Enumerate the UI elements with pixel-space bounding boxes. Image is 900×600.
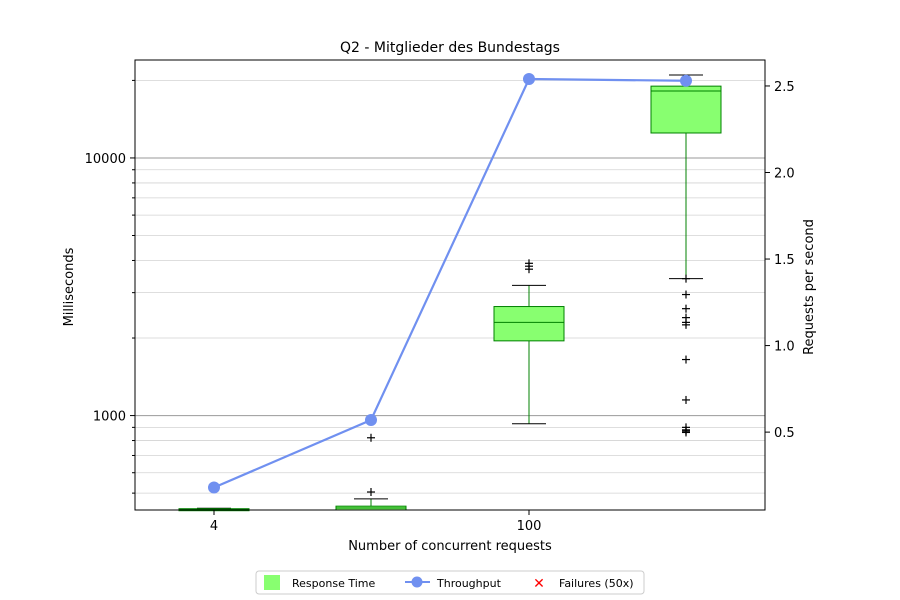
- outlier-marker: [682, 274, 690, 283]
- legend-throughput-marker: [411, 576, 423, 588]
- outlier-marker: [682, 395, 690, 404]
- x-tick-label: 4: [210, 519, 218, 534]
- y-tick-label: 1000: [93, 410, 126, 425]
- throughput-point: [523, 73, 535, 86]
- iqr-box: [650, 85, 722, 134]
- outlier-marker: [525, 259, 533, 268]
- y2-tick-label: 2.0: [774, 167, 795, 182]
- axes: 1000 10000 0.5 1.0 1.5 2.0 2.5 4 100: [85, 79, 795, 534]
- legend-failures-label: Failures (50x): [559, 577, 634, 590]
- grid: [135, 79, 765, 494]
- legend-failures-marker: ✕: [533, 576, 545, 592]
- plot-frame: [134, 59, 766, 511]
- outlier-marker: [682, 428, 690, 437]
- y2-tick-label: 1.5: [774, 253, 795, 268]
- y-tick-label: 10000: [85, 152, 126, 167]
- iqr-box: [493, 306, 565, 342]
- box-plot: [493, 259, 565, 425]
- y2-axis-label: Requests per second: [802, 219, 817, 355]
- outlier-marker: [367, 488, 375, 497]
- legend: Response Time Throughput ✕ Failures (50x…: [255, 570, 645, 595]
- throughput-line: [213, 77, 687, 489]
- x-tick-label: 100: [517, 519, 542, 534]
- outlier-marker: [367, 433, 375, 442]
- legend-response-time-swatch: [264, 575, 280, 590]
- legend-throughput-label: Throughput: [436, 577, 502, 590]
- legend-frame: [255, 570, 645, 595]
- outlier-marker: [682, 320, 690, 329]
- box-plot: [650, 74, 722, 437]
- legend-response-time-label: Response Time: [292, 577, 375, 590]
- chart-title: Q2 - Mitglieder des Bundestags: [340, 40, 560, 56]
- throughput-point: [680, 74, 692, 87]
- outlier-marker: [682, 355, 690, 364]
- throughput-series: [208, 73, 692, 494]
- throughput-point: [365, 414, 377, 426]
- outlier-marker: [682, 304, 690, 313]
- y-axis-label: Milliseconds: [62, 247, 77, 326]
- outlier-marker: [682, 290, 690, 299]
- box-plot: [335, 433, 407, 511]
- x-axis-label: Number of concurrent requests: [348, 539, 552, 554]
- y2-tick-label: 0.5: [774, 426, 795, 441]
- y2-tick-label: 1.0: [774, 340, 795, 355]
- y2-tick-label: 2.5: [774, 80, 795, 95]
- throughput-point: [208, 481, 220, 494]
